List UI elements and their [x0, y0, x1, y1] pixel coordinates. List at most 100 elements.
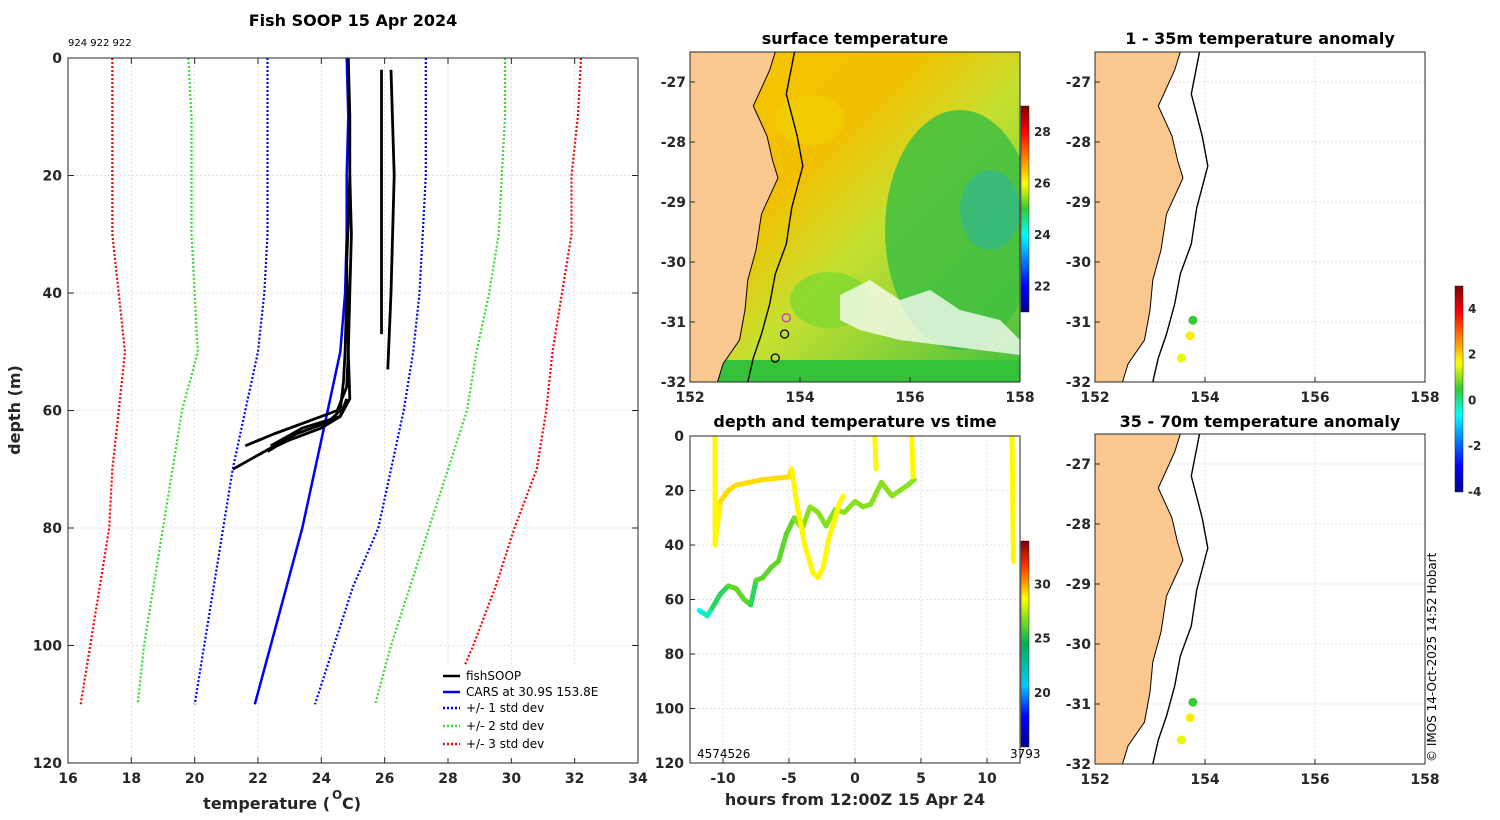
time-track-2-segment — [826, 515, 838, 543]
sst-colorbar-label: 28 — [1034, 125, 1051, 139]
map-ytick-label: -32 — [1066, 757, 1091, 773]
map-ytick-label: -28 — [1066, 135, 1091, 151]
sst-eddy-cool — [885, 110, 1020, 350]
map-ytick-label: -29 — [661, 195, 686, 211]
std3-high-line — [446, 58, 583, 705]
a2-point-1 — [1188, 697, 1198, 707]
map-xtick-label: 158 — [1410, 772, 1439, 788]
time-track-2-segment — [802, 542, 816, 575]
map-ytick-label: -31 — [1066, 697, 1091, 713]
legend-box — [438, 666, 618, 758]
profile-xtick-label: 32 — [565, 771, 584, 787]
profile-xtick-label: 30 — [502, 771, 522, 787]
map-xtick-label: 154 — [785, 390, 814, 406]
sst-title: surface temperature — [762, 29, 949, 48]
anomaly-1-ticks: 152 154 156 158 -27 -28 -29 -30 -31 -32 — [1066, 75, 1440, 406]
profile-ids: 924 922 922 — [68, 38, 132, 49]
time-ytick-label: 80 — [665, 647, 685, 663]
profile-ytick-label: 80 — [43, 521, 63, 537]
profile-xlabel-text: temperature ( — [203, 794, 330, 813]
time-ytick-label: 60 — [665, 593, 685, 609]
map-xtick-label: 158 — [1410, 390, 1439, 406]
time-xtick-label: 5 — [916, 771, 926, 787]
profile-xtick-label: 20 — [185, 771, 205, 787]
time-ytick-label: 0 — [674, 429, 684, 445]
profile-xtick-label: 28 — [438, 771, 457, 787]
sst-colorbar-label: 24 — [1034, 228, 1051, 242]
anomaly-1-isobath — [1152, 52, 1209, 382]
profile-xtick-label: 18 — [122, 771, 141, 787]
time-colorbar — [1020, 540, 1030, 748]
map-xtick-label: 154 — [1190, 390, 1219, 406]
profile-xtick-label: 34 — [628, 771, 648, 787]
sst-cool-core — [960, 170, 1020, 250]
time-ytick-label: 120 — [655, 756, 684, 772]
map-ytick-label: -29 — [1066, 195, 1091, 211]
std2-low-line — [136, 58, 199, 705]
map-xtick-label: 156 — [1300, 390, 1329, 406]
sst-axes-box — [689, 51, 1021, 383]
time-tracks — [696, 436, 1016, 619]
time-track-1-segment — [783, 515, 797, 537]
anomaly-2-axes-box — [1094, 433, 1426, 765]
profile-xtick-label: 24 — [312, 771, 332, 787]
time-track-2-segment — [820, 537, 832, 570]
profile-ytick-label: 0 — [52, 51, 62, 67]
anomaly-2-land — [1095, 434, 1183, 764]
map-ytick-label: -27 — [1066, 75, 1091, 91]
sst-colorbar — [1020, 105, 1030, 313]
sst-markers — [770, 313, 791, 363]
time-title: depth and temperature vs time — [713, 412, 996, 431]
time-track-1-segment — [878, 479, 895, 499]
time-track-2-segment — [789, 466, 800, 507]
time-ytick-label: 20 — [665, 484, 685, 500]
map-xtick-label: 156 — [1300, 772, 1329, 788]
anomaly-colorbar-label: -2 — [1468, 439, 1481, 453]
time-track-3-segment — [1009, 436, 1016, 564]
profile-ytick-label: 40 — [43, 286, 63, 302]
sst-map: 152 154 156 158 -27 -28 -29 -30 -31 -32 surface t… — [661, 29, 1051, 406]
legend-std3: +/- 3 std dev — [466, 737, 544, 751]
sst-colorbar-ticks: 22 24 26 28 — [1034, 125, 1051, 294]
time-xtick-label: 0 — [850, 771, 860, 787]
std1-low-line — [193, 58, 269, 705]
anomaly-2-points — [1176, 697, 1198, 745]
anomaly-2-coastline — [1122, 434, 1184, 764]
a1-point-1 — [1188, 315, 1198, 325]
anomaly-1-coastline — [1122, 52, 1184, 382]
anomaly-1-land — [1095, 52, 1183, 382]
map-xtick-label: 152 — [675, 390, 704, 406]
anomaly-colorbar — [1454, 285, 1464, 493]
time-track-2-segment — [836, 493, 846, 507]
time-ytick-label: 100 — [655, 702, 684, 718]
map-ytick-label: -28 — [661, 135, 686, 151]
profile-ytick-label: 120 — [33, 756, 62, 772]
sst-warm-patch — [775, 95, 845, 145]
time-track-3-segment — [872, 436, 879, 472]
fishsoop-profile-4 — [266, 398, 349, 453]
cars-line — [253, 58, 350, 705]
sst-cloud-mask — [840, 280, 1020, 355]
map-xtick-label: 154 — [1190, 772, 1219, 788]
map-ytick-label: -32 — [1066, 375, 1091, 391]
anomaly-1-axes-box — [1094, 51, 1426, 383]
sst-colorbar-label: 22 — [1034, 279, 1051, 293]
profile-title: Fish SOOP 15 Apr 2024 — [249, 11, 458, 30]
time-colorbar-label: 30 — [1034, 577, 1051, 591]
profile-lines — [79, 58, 583, 705]
anomaly-colorbar-label: 0 — [1468, 393, 1476, 407]
sst-coastline — [717, 52, 779, 382]
time-colorbar-label: 25 — [1034, 632, 1051, 646]
anomaly-colorbar-ticks: -4 -2 0 2 4 — [1468, 302, 1481, 499]
time-xtick-label: -5 — [781, 771, 797, 787]
map-ytick-label: -30 — [1066, 637, 1092, 653]
sst-isobath — [747, 52, 804, 382]
legend-std1: +/- 1 std dev — [466, 701, 544, 715]
anomaly-2-isobath — [1152, 434, 1209, 764]
profile-xtick-label: 22 — [248, 771, 267, 787]
profile-xtick-label: 16 — [58, 771, 77, 787]
fishsoop-profile-2 — [244, 175, 353, 448]
